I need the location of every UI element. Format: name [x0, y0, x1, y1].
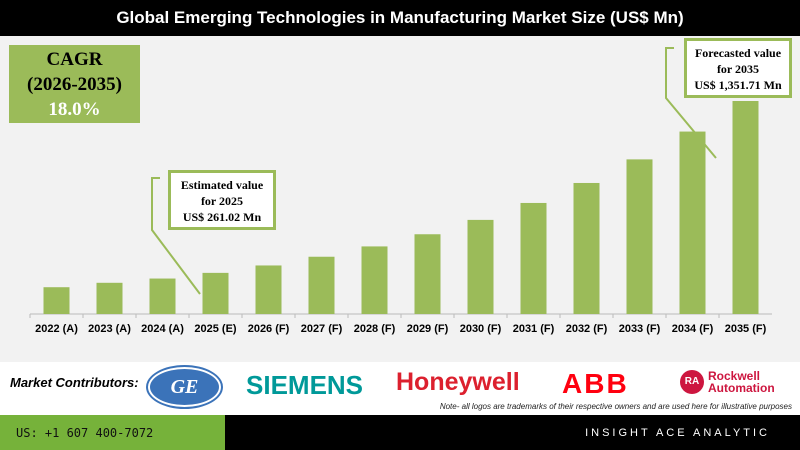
ge-logo: GE — [148, 367, 221, 407]
bar-2 — [149, 278, 176, 314]
bar-chart: 2022 (A) 2023 (A) 2024 (A) 2025 (E) 2026 (F)… — [29, 47, 772, 335]
contributors-strip: Market Contributors: GE SIEMENS Honeywel… — [0, 362, 800, 415]
bar-5 — [308, 256, 335, 314]
bar-4 — [255, 265, 282, 314]
cagr-box: CAGR (2026-2035) 18.0% — [9, 45, 140, 123]
chart-title: Global Emerging Technologies in Manufact… — [0, 0, 800, 36]
brand-name: INSIGHT ACE ANALYTIC — [585, 426, 770, 439]
forecast-callout: Forecasted value for 2035 US$ 1,351.71 M… — [684, 38, 792, 98]
x-tick-label: 2026 (F) — [248, 323, 290, 335]
bar-8 — [467, 219, 494, 314]
estimated-line1: Estimated value — [180, 178, 264, 192]
x-tick-label: 2032 (F) — [566, 323, 608, 335]
honeywell-logo: Honeywell — [396, 368, 520, 396]
cagr-period: (2026-2035) — [27, 74, 122, 95]
x-tick-label: 2034 (F) — [672, 323, 714, 335]
x-tick-label: 2029 (F) — [407, 323, 449, 335]
forecast-line3: US$ 1,351.71 Mn — [694, 78, 782, 92]
estimated-callout: Estimated value for 2025 US$ 261.02 Mn — [168, 170, 276, 230]
x-tick-label: 2024 (A) — [141, 323, 184, 335]
x-tick-label: 2027 (F) — [301, 323, 343, 335]
x-tick-label: 2030 (F) — [460, 323, 502, 335]
contributors-label: Market Contributors: — [10, 375, 139, 390]
x-tick-label: 2023 (A) — [88, 323, 131, 335]
cagr-label: CAGR — [46, 49, 103, 70]
siemens-logo: SIEMENS — [246, 370, 364, 400]
forecast-line2: for 2035 — [716, 62, 760, 76]
forecast-line1: Forecasted value — [694, 46, 782, 60]
bar-0 — [43, 287, 70, 314]
bar-10 — [573, 182, 600, 314]
bar-3 — [202, 272, 229, 314]
cagr-value: 18.0% — [48, 99, 101, 120]
estimated-line2: for 2025 — [200, 194, 244, 208]
x-tick-label: 2022 (A) — [35, 323, 78, 335]
trademark-note: Note- all logos are trademarks of their … — [439, 402, 792, 411]
rockwell-logo: RA Rockwell Automation — [680, 370, 775, 394]
phone-number: US: +1 607 400-7072 — [0, 415, 225, 450]
x-tick-label: 2035 (F) — [725, 323, 767, 335]
x-tick-label: 2031 (F) — [513, 323, 555, 335]
x-tick-label: 2028 (F) — [354, 323, 396, 335]
abb-logo: ABB — [562, 368, 629, 399]
bar-11 — [626, 159, 653, 314]
x-tick-label: 2033 (F) — [619, 323, 661, 335]
bar-1 — [96, 282, 123, 314]
estimated-leader — [151, 177, 201, 295]
bar-7 — [414, 234, 441, 314]
forecast-leader — [665, 47, 717, 159]
bar-13 — [732, 101, 759, 314]
bar-12 — [679, 131, 706, 314]
x-tick-label: 2025 (E) — [194, 323, 237, 335]
brand-footer: INSIGHT ACE ANALYTIC — [225, 415, 800, 450]
bar-9 — [520, 202, 547, 314]
estimated-line3: US$ 261.02 Mn — [182, 210, 262, 224]
bar-6 — [361, 246, 388, 314]
